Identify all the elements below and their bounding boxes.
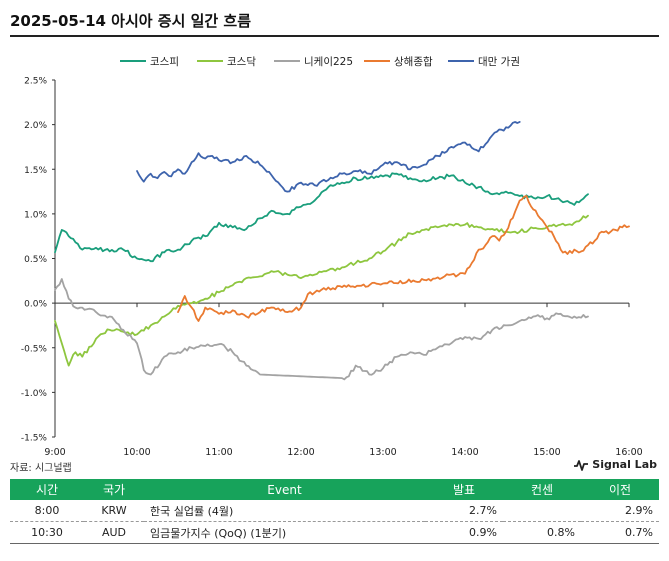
x-tick-label: 16:00 — [615, 447, 642, 458]
y-tick-label: 0.5% — [24, 255, 47, 265]
x-tick-label: 15:00 — [533, 447, 560, 458]
y-tick-label: -0.5% — [21, 344, 48, 354]
header-actual: 발표 — [425, 479, 503, 500]
line-chart: 2.5% 2.0% 1.5% 1.0% 0.5% 0.0% -0.5% -1.0% -1.5% 9… — [21, 55, 643, 458]
y-tick-label: 1.0% — [24, 210, 47, 220]
cell-actual: 0.9% — [425, 521, 503, 544]
series-line-2 — [54, 214, 589, 367]
series-line-3 — [54, 278, 589, 381]
y-tick-label: 2.5% — [24, 77, 47, 87]
brand-logo: Signal Lab — [574, 458, 657, 471]
y-tick-label: -1.5% — [21, 434, 48, 444]
legend-label-1: 코스피 — [150, 56, 179, 68]
cell-time: 10:30 — [10, 521, 84, 544]
cell-event: 임금물가지수 (QoQ) (1분기) — [144, 521, 425, 544]
source-note: 자료: 시그널랩 — [10, 463, 72, 474]
y-tick-label: 2.0% — [24, 121, 47, 131]
y-tick-label: 1.5% — [24, 166, 47, 176]
y-tick-label: -1.0% — [21, 389, 48, 399]
x-tick-label: 13:00 — [369, 447, 396, 458]
x-tick-label: 11:00 — [205, 447, 232, 458]
page-title: 2025-05-14 아시아 증시 일간 흐름 — [10, 12, 252, 30]
header-previous: 이전 — [581, 479, 659, 500]
cell-country: KRW — [84, 500, 144, 522]
x-tick-label: 14:00 — [451, 447, 478, 458]
series-line-1 — [54, 172, 589, 263]
table-row: 8:00 KRW 한국 실업률 (4월) 2.7% 2.9% — [10, 500, 659, 522]
legend-label-5: 대만 가권 — [478, 56, 520, 68]
title-divider — [10, 35, 659, 37]
events-table: 시간 국가 Event 발표 컨센 이전 8:00 KRW 한국 실업률 (4월… — [10, 479, 659, 544]
table-row: 10:30 AUD 임금물가지수 (QoQ) (1분기) 0.9% 0.8% 0… — [10, 521, 659, 544]
x-tick-label: 10:00 — [123, 447, 150, 458]
events-table-header: 시간 국가 Event 발표 컨센 이전 — [10, 479, 659, 500]
header-country: 국가 — [84, 479, 144, 500]
cell-actual: 2.7% — [425, 500, 503, 522]
series-line-4 — [177, 195, 630, 322]
x-tick-label: 9:00 — [44, 447, 65, 458]
brand-label: Signal Lab — [592, 458, 657, 471]
cell-consensus — [503, 500, 581, 522]
cell-previous: 2.9% — [581, 500, 659, 522]
y-tick-label: 0.0% — [24, 300, 47, 310]
legend-label-3: 니케이225 — [304, 56, 353, 68]
cell-country: AUD — [84, 521, 144, 544]
cell-consensus: 0.8% — [503, 521, 581, 544]
header-event: Event — [144, 479, 425, 500]
header-time: 시간 — [10, 479, 84, 500]
legend-label-4: 상해종합 — [394, 55, 433, 68]
cell-time: 8:00 — [10, 500, 84, 522]
pulse-icon — [574, 459, 589, 471]
cell-previous: 0.7% — [581, 521, 659, 544]
x-tick-label: 12:00 — [287, 447, 314, 458]
series-line-5 — [136, 121, 521, 193]
legend-label-2: 코스닥 — [227, 56, 256, 68]
header-consensus: 컨센 — [503, 479, 581, 500]
cell-event: 한국 실업률 (4월) — [144, 500, 425, 522]
